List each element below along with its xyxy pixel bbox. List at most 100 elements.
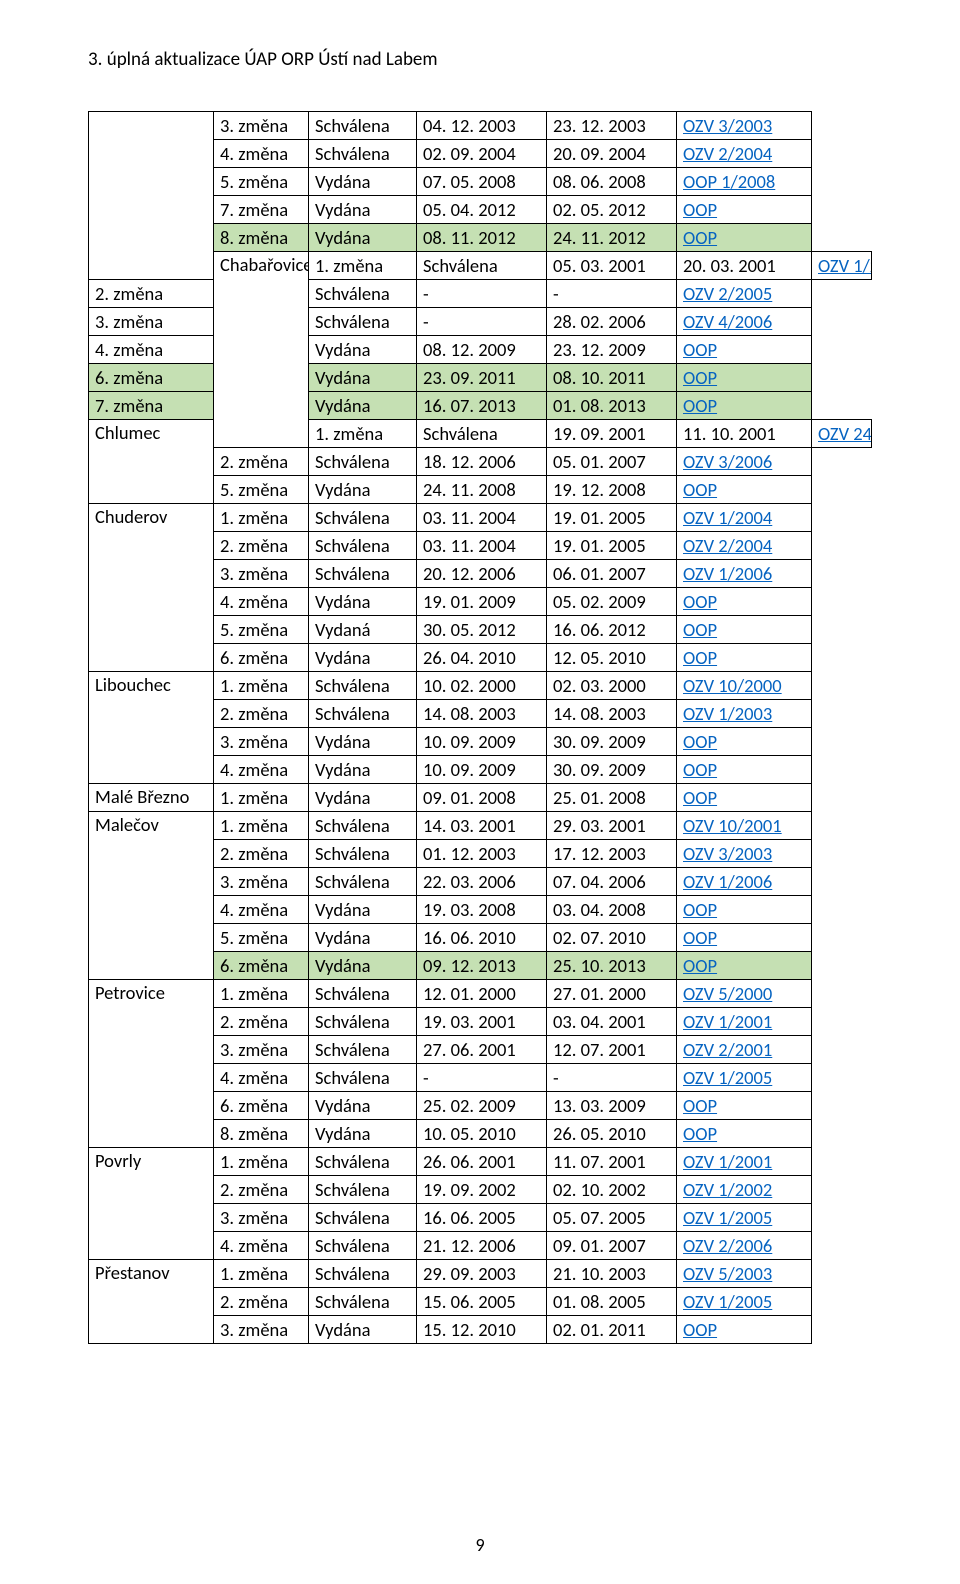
cell-c3: 10. 02. 2000 [417, 672, 547, 700]
cell-c3: - [417, 280, 547, 308]
cell-c4: 27. 01. 2000 [547, 980, 677, 1008]
cell-c2: Vydána [309, 476, 417, 504]
cell-c1: 5. změna [214, 924, 309, 952]
page-title: 3. úplná aktualizace ÚAP ORP Ústí nad La… [88, 48, 872, 71]
doc-link[interactable]: OOP [677, 196, 812, 224]
cell-c3: 16. 07. 2013 [417, 392, 547, 420]
doc-link[interactable]: OOP [677, 644, 812, 672]
cell-c1: 1. změna [309, 252, 417, 280]
cell-c3: 18. 12. 2006 [417, 448, 547, 476]
cell-c1: 3. změna [214, 560, 309, 588]
doc-link[interactable]: OZV 2/2004 [677, 140, 812, 168]
doc-link[interactable]: OZV 1/2006 [677, 560, 812, 588]
cell-c3: 16. 06. 2005 [417, 1204, 547, 1232]
cell-c3: 08. 11. 2012 [417, 224, 547, 252]
cell-c2: Vydaná [309, 616, 417, 644]
doc-link[interactable]: OOP [677, 588, 812, 616]
cell-c1: 5. změna [214, 168, 309, 196]
doc-link[interactable]: OZV 1/2001 [677, 1148, 812, 1176]
table-row: Malé Březno1. změnaVydána09. 01. 200825.… [89, 784, 872, 812]
cell-c3: 07. 05. 2008 [417, 168, 547, 196]
cell-c2: Vydána [309, 588, 417, 616]
doc-link[interactable]: OZV 3/2006 [677, 448, 812, 476]
group-cell: Malé Březno [89, 784, 214, 812]
doc-link[interactable]: OOP [677, 784, 812, 812]
doc-link[interactable]: OZV 2/2001 [677, 1036, 812, 1064]
cell-c1: 1. změna [214, 812, 309, 840]
cell-c1: 2. změna [214, 700, 309, 728]
cell-c1: 7. změna [214, 196, 309, 224]
doc-link[interactable]: OZV 1/2001 [812, 252, 872, 280]
doc-link[interactable]: OZV 1/2006 [677, 868, 812, 896]
doc-link[interactable]: OZV 1/2005 [677, 1204, 812, 1232]
doc-link[interactable]: OZV 10/2001 [677, 812, 812, 840]
doc-link[interactable]: OOP [677, 392, 812, 420]
cell-c4: - [547, 280, 677, 308]
table-row: Petrovice1. změnaSchválena12. 01. 200027… [89, 980, 872, 1008]
cell-c3: 27. 06. 2001 [417, 1036, 547, 1064]
group-cell: Chabařovice [214, 252, 309, 448]
cell-c1: 6. změna [214, 952, 309, 980]
cell-c3: 10. 09. 2009 [417, 728, 547, 756]
doc-link[interactable]: OZV 5/2003 [677, 1260, 812, 1288]
doc-link[interactable]: OZV 1/2004 [677, 504, 812, 532]
doc-link[interactable]: OZV 2/2005 [677, 280, 812, 308]
cell-c1: 8. změna [214, 224, 309, 252]
doc-link[interactable]: OOP [677, 1092, 812, 1120]
doc-link[interactable]: OOP [677, 924, 812, 952]
doc-link[interactable]: OZV 1/2002 [677, 1176, 812, 1204]
doc-link[interactable]: OOP [677, 336, 812, 364]
cell-c1: 1. změna [214, 672, 309, 700]
doc-link[interactable]: OOP [677, 1120, 812, 1148]
doc-link[interactable]: OZV 10/2000 [677, 672, 812, 700]
cell-c4: 01. 08. 2013 [547, 392, 677, 420]
cell-c3: 09. 01. 2008 [417, 784, 547, 812]
cell-c1: 4. změna [214, 1064, 309, 1092]
doc-link[interactable]: OZV 5/2000 [677, 980, 812, 1008]
cell-c2: Schválena [309, 1288, 417, 1316]
cell-c4: 03. 04. 2008 [547, 896, 677, 924]
cell-c2: Schválena [309, 672, 417, 700]
cell-c4: 20. 09. 2004 [547, 140, 677, 168]
doc-link[interactable]: OOP [677, 616, 812, 644]
doc-link[interactable]: OOP [677, 728, 812, 756]
doc-link[interactable]: OZV 24/2001 [812, 420, 872, 448]
cell-c2: Vydána [309, 364, 417, 392]
table-row: 4. změnaVydána08. 12. 200923. 12. 2009OO… [89, 336, 872, 364]
cell-c1: 3. změna [214, 1036, 309, 1064]
cell-c4: 12. 05. 2010 [547, 644, 677, 672]
doc-link[interactable]: OZV 3/2003 [677, 112, 812, 140]
doc-link[interactable]: OZV 2/2004 [677, 532, 812, 560]
doc-link[interactable]: OOP [677, 756, 812, 784]
doc-link[interactable]: OOP 1/2008 [677, 168, 812, 196]
cell-c2: Schválena [309, 1204, 417, 1232]
cell-c1: 4. změna [214, 896, 309, 924]
cell-c4: 12. 07. 2001 [547, 1036, 677, 1064]
doc-link[interactable]: OZV 1/2005 [677, 1064, 812, 1092]
cell-c2: Vydána [309, 644, 417, 672]
cell-c1: 2. změna [214, 840, 309, 868]
cell-c3: 21. 12. 2006 [417, 1232, 547, 1260]
doc-link[interactable]: OOP [677, 476, 812, 504]
cell-c2: Schválena [309, 700, 417, 728]
group-cell: Přestanov [89, 1260, 214, 1344]
doc-link[interactable]: OOP [677, 364, 812, 392]
doc-link[interactable]: OZV 1/2001 [677, 1008, 812, 1036]
doc-link[interactable]: OOP [677, 896, 812, 924]
doc-link[interactable]: OZV 1/2003 [677, 700, 812, 728]
doc-link[interactable]: OOP [677, 224, 812, 252]
doc-link[interactable]: OZV 3/2003 [677, 840, 812, 868]
cell-c4: 14. 08. 2003 [547, 700, 677, 728]
cell-c1: 8. změna [214, 1120, 309, 1148]
cell-c2: Vydána [309, 896, 417, 924]
doc-link[interactable]: OOP [677, 952, 812, 980]
doc-link[interactable]: OZV 1/2005 [677, 1288, 812, 1316]
cell-c1: 2. změna [214, 1288, 309, 1316]
cell-c2: Vydána [309, 1316, 417, 1344]
doc-link[interactable]: OOP [677, 1316, 812, 1344]
cell-c1: 3. změna [214, 1316, 309, 1344]
cell-c3: 03. 11. 2004 [417, 504, 547, 532]
doc-link[interactable]: OZV 2/2006 [677, 1232, 812, 1260]
cell-c1: 1. změna [214, 784, 309, 812]
doc-link[interactable]: OZV 4/2006 [677, 308, 812, 336]
